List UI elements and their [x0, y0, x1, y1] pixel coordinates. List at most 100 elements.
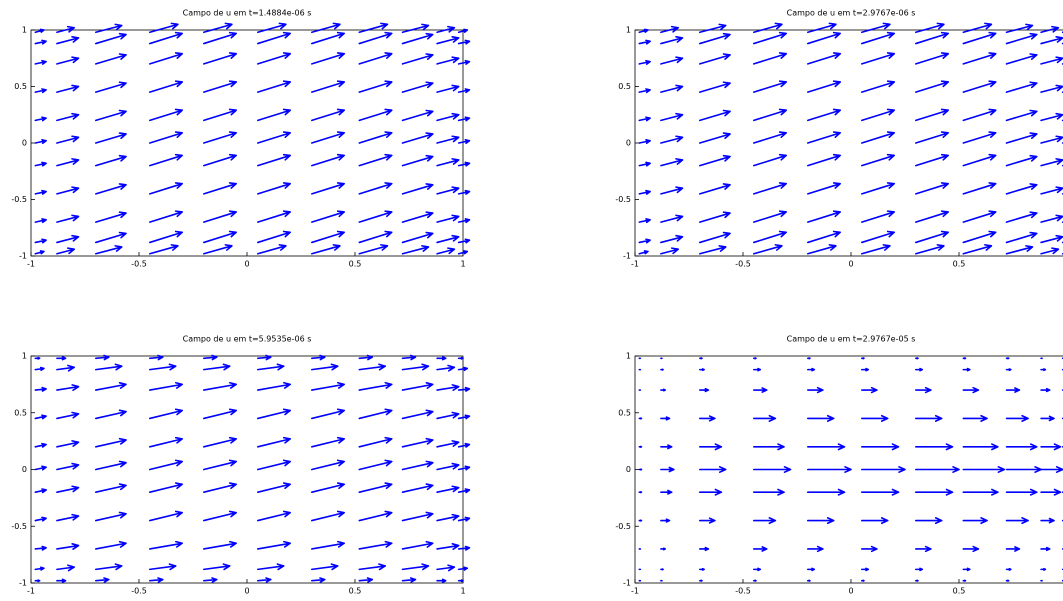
arrow	[915, 466, 960, 473]
arrow	[915, 182, 949, 195]
arrow	[915, 80, 949, 93]
arrow	[962, 52, 997, 65]
arrow	[753, 579, 757, 582]
arrow	[753, 387, 768, 393]
arrow	[753, 230, 787, 244]
arrow	[56, 364, 75, 372]
arrow	[915, 443, 954, 451]
arrow	[149, 482, 183, 493]
arrow	[311, 577, 326, 583]
arrow	[358, 210, 393, 223]
arrow	[699, 109, 731, 122]
x-tick-label: 0.5	[349, 587, 362, 596]
arrow	[56, 214, 80, 223]
arrow	[1005, 368, 1012, 372]
arrow	[95, 154, 127, 167]
arrow	[257, 153, 291, 167]
quiver-panel: Campo de u em t=2.9767e-05 s -1 -0.5 0 0.5 1 -…	[615, 335, 1063, 596]
arrow	[1005, 23, 1034, 34]
arrow	[638, 88, 651, 94]
arrow	[358, 131, 393, 144]
arrow	[56, 158, 80, 167]
arrow	[699, 154, 731, 167]
arrow	[915, 414, 943, 422]
y-tick-label: -1	[19, 579, 27, 588]
arrow	[203, 436, 237, 448]
arrow	[807, 80, 841, 93]
arrow	[56, 462, 80, 471]
arrow	[149, 244, 179, 255]
arrow	[401, 32, 434, 45]
arrow	[638, 445, 643, 448]
arrow	[149, 577, 164, 583]
arrow	[436, 440, 460, 448]
arrow	[1040, 546, 1051, 552]
arrow	[638, 491, 643, 494]
arrow	[56, 440, 80, 448]
arrow	[660, 25, 679, 34]
x-tick-label: -1	[631, 587, 639, 596]
arrow	[401, 183, 434, 195]
arrow	[401, 245, 430, 255]
arrow	[436, 158, 460, 167]
arrow	[638, 417, 643, 420]
arrow	[311, 80, 345, 93]
y-tick-label: 1	[22, 352, 27, 361]
arrow	[401, 154, 434, 167]
arrow	[638, 189, 651, 195]
arrow	[1005, 466, 1042, 473]
arrow	[1040, 387, 1051, 393]
arrow	[753, 80, 787, 93]
arrow	[1040, 158, 1063, 167]
arrow	[962, 517, 988, 525]
arrow	[203, 80, 237, 93]
arrow	[699, 488, 723, 496]
arrow	[56, 578, 67, 583]
arrow	[34, 88, 47, 94]
arrow	[861, 31, 895, 45]
arrow	[807, 31, 841, 45]
arrow	[203, 363, 231, 371]
arrow	[436, 234, 460, 244]
arrow	[95, 511, 127, 522]
arrow	[149, 381, 183, 391]
arrow	[311, 230, 345, 244]
arrow	[149, 153, 183, 167]
arrow	[807, 488, 846, 496]
arrow	[203, 153, 237, 167]
arrow	[962, 80, 997, 93]
arrow	[915, 567, 924, 572]
arrow	[56, 84, 80, 93]
arrow	[861, 230, 895, 244]
arrow	[401, 483, 434, 493]
arrow	[861, 443, 900, 451]
arrow	[861, 414, 889, 422]
arrow	[257, 354, 272, 361]
arrow	[1005, 132, 1038, 144]
arrow	[436, 513, 460, 522]
arrow	[1005, 517, 1029, 525]
arrow	[436, 462, 460, 471]
arrow	[1005, 443, 1038, 451]
y-tick-label: 0	[626, 139, 631, 148]
arrow	[149, 80, 183, 93]
arrow	[962, 244, 993, 255]
arrow	[149, 52, 183, 65]
arrow	[34, 545, 47, 551]
arrow	[311, 408, 345, 420]
arrow	[436, 578, 447, 583]
arrow	[436, 135, 460, 144]
arrow	[358, 22, 389, 34]
arrow	[753, 182, 787, 195]
arrow	[861, 579, 865, 582]
arrow	[358, 436, 393, 448]
arrow	[149, 459, 183, 471]
y-tick-label: 0	[626, 465, 631, 474]
arrow	[95, 245, 123, 255]
arrow	[861, 80, 895, 93]
arrow	[401, 540, 434, 550]
arrow	[638, 28, 649, 34]
arrow	[660, 112, 684, 122]
arrow	[95, 382, 127, 391]
arrow	[95, 363, 123, 371]
